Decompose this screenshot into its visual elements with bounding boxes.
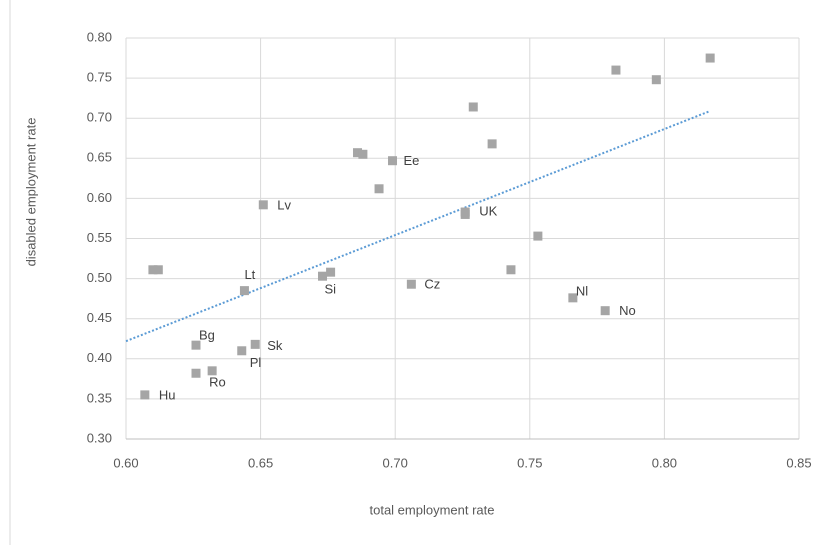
point bbox=[353, 148, 363, 158]
point-label: Lt bbox=[244, 267, 255, 282]
y-tick-label: 0.35 bbox=[87, 390, 112, 405]
point bbox=[191, 368, 201, 378]
point-label: Bg bbox=[199, 328, 215, 343]
point bbox=[388, 156, 398, 166]
point-label: Cz bbox=[424, 277, 440, 292]
x-axis-title: total employment rate bbox=[369, 502, 494, 517]
point bbox=[705, 53, 715, 63]
point bbox=[326, 267, 336, 277]
point bbox=[611, 65, 621, 75]
y-tick-label: 0.55 bbox=[87, 230, 112, 245]
point bbox=[207, 366, 217, 376]
y-tick-label: 0.40 bbox=[87, 350, 112, 365]
point-label: Hu bbox=[159, 387, 176, 402]
point bbox=[487, 139, 497, 149]
point bbox=[148, 265, 158, 275]
x-tick-label: 0.75 bbox=[517, 455, 542, 470]
point-label: Si bbox=[325, 282, 337, 297]
point bbox=[239, 286, 249, 296]
x-tick-label: 0.85 bbox=[786, 455, 811, 470]
point-label: No bbox=[619, 303, 636, 318]
point bbox=[250, 339, 260, 349]
point bbox=[568, 293, 578, 303]
x-tick-label: 0.65 bbox=[248, 455, 273, 470]
point bbox=[140, 390, 150, 400]
point bbox=[318, 271, 328, 281]
point bbox=[600, 306, 610, 316]
y-axis-title: disabled employment rate bbox=[23, 118, 38, 267]
point-label: Nl bbox=[576, 283, 588, 298]
point bbox=[533, 231, 543, 241]
x-tick-label: 0.80 bbox=[652, 455, 677, 470]
x-tick-label: 0.60 bbox=[113, 455, 138, 470]
point bbox=[374, 184, 384, 194]
point bbox=[651, 75, 661, 85]
point bbox=[191, 340, 201, 350]
y-tick-label: 0.70 bbox=[87, 110, 112, 125]
point bbox=[506, 265, 516, 275]
point-label: UK bbox=[479, 203, 497, 218]
point-label: Ro bbox=[209, 374, 226, 389]
point bbox=[153, 265, 163, 275]
point bbox=[406, 279, 416, 289]
y-tick-label: 0.60 bbox=[87, 190, 112, 205]
point bbox=[258, 200, 268, 210]
y-tick-label: 0.30 bbox=[87, 430, 112, 445]
x-tick-label: 0.70 bbox=[383, 455, 408, 470]
point-label: Ee bbox=[404, 153, 420, 168]
point-label: Lv bbox=[277, 197, 291, 212]
y-tick-label: 0.80 bbox=[87, 29, 112, 44]
y-tick-label: 0.50 bbox=[87, 270, 112, 285]
y-tick-label: 0.45 bbox=[87, 310, 112, 325]
point bbox=[237, 346, 247, 356]
point bbox=[460, 209, 470, 219]
point bbox=[468, 102, 478, 112]
y-tick-label: 0.75 bbox=[87, 70, 112, 85]
trendline bbox=[125, 110, 711, 343]
y-tick-label: 0.65 bbox=[87, 150, 112, 165]
point-label: Sk bbox=[267, 338, 283, 353]
point-label: Pl bbox=[250, 355, 262, 370]
point bbox=[358, 149, 368, 159]
